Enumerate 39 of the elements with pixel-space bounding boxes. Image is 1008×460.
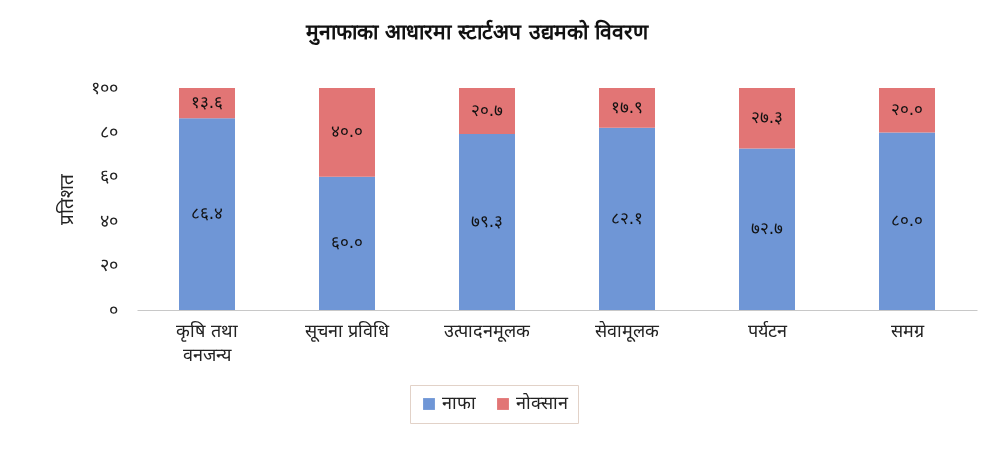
data-label: ७९.३ (470, 210, 504, 231)
y-tick-label: २० (99, 254, 118, 276)
bar (739, 148, 795, 310)
y-axis-title: प्रतिशत (54, 173, 77, 225)
data-label: २०.७ (470, 99, 504, 120)
x-tick-label: कृषि तथा वनजन्य (176, 319, 238, 365)
data-label: ४०.० (330, 121, 364, 142)
chart-title: मुनाफाका आधारमा स्टार्टअप उद्यमको विवरण (304, 19, 650, 46)
bar (319, 88, 375, 177)
data-label: ६०.० (330, 232, 364, 253)
data-label: ७२.७ (750, 218, 784, 239)
x-tick-label: सेवामूलक (595, 319, 660, 342)
y-tick-label: ८० (99, 120, 118, 142)
bar (319, 176, 375, 310)
x-tick-label: समग्र (890, 319, 925, 341)
x-tick-label: उत्पादनमूलक (444, 319, 531, 342)
y-tick-label: ६० (99, 165, 118, 187)
data-label: १७.९ (610, 96, 644, 117)
data-label: २०.० (890, 99, 924, 120)
bar (179, 118, 235, 310)
y-tick-label: ४० (99, 209, 118, 231)
data-label: २७.३ (750, 107, 784, 128)
data-label: ८०.० (890, 210, 924, 231)
x-tick-label: पर्यटन (747, 319, 788, 341)
bar (879, 132, 935, 310)
bar (879, 88, 935, 133)
bar (459, 88, 515, 134)
y-tick-label: ० (108, 298, 118, 320)
legend-label: नाफा (442, 392, 476, 413)
legend-label: नोक्सान (516, 392, 569, 413)
bar (739, 88, 795, 149)
bar (599, 88, 655, 128)
bar (599, 127, 655, 310)
x-tick-label: सूचना प्रविधि (304, 319, 391, 342)
data-label: ८६.४ (190, 203, 224, 224)
y-tick-label: १०० (90, 76, 118, 98)
data-label: १३.६ (190, 92, 224, 113)
data-label: ८२.१ (610, 207, 644, 228)
bar (459, 133, 515, 310)
